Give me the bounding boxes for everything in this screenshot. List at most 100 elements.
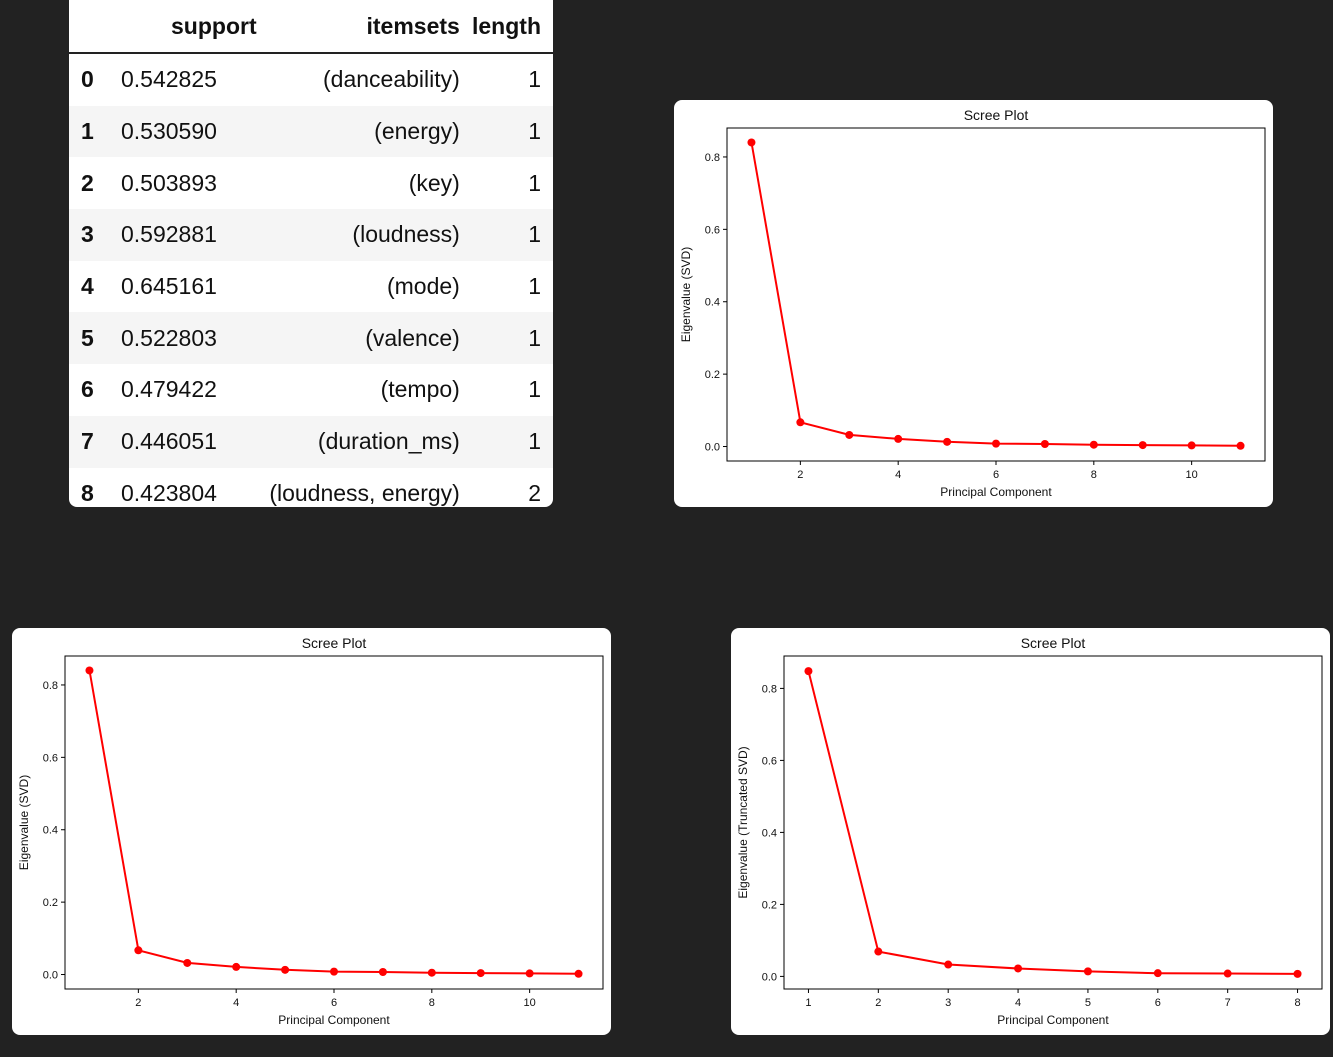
length-cell: 1 (528, 118, 541, 145)
x-axis-label: Principal Component (940, 485, 1052, 499)
y-tick-label: 0.8 (705, 152, 720, 164)
data-point (1138, 441, 1147, 450)
y-tick-label: 0.2 (762, 899, 777, 911)
plot-frame (783, 655, 1323, 990)
y-tick-label: 0.0 (762, 971, 777, 983)
y-tick-label: 0.8 (43, 680, 58, 692)
row-index: 3 (81, 221, 94, 248)
series-line (807, 670, 1298, 975)
length-cell: 1 (528, 376, 541, 403)
length-cell: 1 (528, 169, 541, 196)
x-axis-label: Principal Component (997, 1013, 1109, 1027)
data-point (525, 969, 534, 978)
support-cell: 0.530590 (121, 118, 217, 145)
table-row: 1 0.530590 (energy) 1 (69, 105, 553, 158)
support-cell: 0.503893 (121, 169, 217, 196)
index-header (69, 0, 121, 54)
x-tick-label: 4 (895, 469, 901, 481)
data-point (943, 437, 952, 446)
table-row: 0 0.542825 (danceability) 1 (69, 53, 553, 106)
y-tick-label: 0.6 (705, 224, 720, 236)
x-axis-label: Principal Component (278, 1013, 390, 1027)
length-header: length (471, 0, 553, 54)
series-line (750, 142, 1241, 447)
y-tick-label: 0.0 (43, 970, 58, 982)
table-row: 5 0.522803 (valence) 1 (69, 312, 553, 365)
support-cell: 0.446051 (121, 428, 217, 455)
x-tick-label: 5 (1085, 997, 1091, 1009)
series-line (88, 670, 579, 975)
x-tick-label: 1 (805, 997, 811, 1009)
x-tick-label: 2 (797, 469, 803, 481)
itemsets-cell: (valence) (365, 324, 460, 351)
data-point (1014, 964, 1023, 973)
data-point (427, 968, 436, 977)
data-point (134, 946, 143, 955)
itemsets-cell: (loudness, energy) (269, 479, 460, 506)
data-point (944, 960, 953, 969)
x-tick-label: 6 (993, 469, 999, 481)
data-point (281, 965, 290, 974)
itemsets-table-card: support itemsets length 0 0.542825 (dancea… (69, 0, 553, 507)
data-point (183, 958, 192, 967)
table-header-row: support itemsets length (69, 0, 553, 54)
plot-frame (726, 127, 1266, 462)
support-cell: 0.479422 (121, 376, 217, 403)
data-point (874, 947, 883, 956)
y-tick-label: 0.4 (762, 827, 777, 839)
data-point (1089, 440, 1098, 449)
itemsets-header: itemsets (268, 0, 472, 54)
table-row: 6 0.479422 (tempo) 1 (69, 364, 553, 416)
y-axis-label: Eigenvalue (SVD) (679, 247, 693, 342)
y-tick-label: 0.4 (43, 825, 58, 837)
support-cell: 0.423804 (121, 479, 217, 506)
data-point (1223, 969, 1232, 978)
y-axis-label: Eigenvalue (SVD) (17, 775, 31, 870)
data-point (1083, 967, 1092, 976)
scree-plot-card-1: Scree Plot 2 4 6 8 10 0.0 0.2 0.4 0.6 0.8 Principal… (674, 100, 1273, 507)
y-tick-label: 0.8 (762, 683, 777, 695)
x-tick-label: 8 (429, 997, 435, 1009)
x-tick-label: 6 (331, 997, 337, 1009)
table-row: 3 0.592881 (loudness) 1 (69, 209, 553, 261)
data-point (804, 667, 813, 676)
data-point (232, 962, 241, 971)
x-tick-label: 2 (135, 997, 141, 1009)
length-cell: 1 (528, 428, 541, 455)
chart-title: Scree Plot (302, 635, 367, 651)
length-cell: 1 (528, 324, 541, 351)
data-point (747, 138, 756, 147)
x-tick-label: 10 (524, 997, 536, 1009)
itemsets-cell: (loudness) (352, 221, 460, 248)
table-row: 7 0.446051 (duration_ms) 1 (69, 415, 553, 468)
x-tick-label: 8 (1091, 469, 1097, 481)
chart-title: Scree Plot (964, 107, 1029, 123)
itemsets-cell: (duration_ms) (317, 428, 460, 455)
data-point (992, 439, 1000, 448)
x-tick-label: 6 (1155, 997, 1161, 1009)
data-point (574, 969, 583, 978)
y-tick-label: 0.6 (43, 752, 58, 764)
itemsets-cell: (danceability) (323, 66, 460, 93)
data-point (378, 967, 387, 976)
scree-plot-card-3: Scree Plot 1 2 3 4 5 6 7 8 0.0 0.2 0.4 0.6 0.8 Princip… (731, 628, 1330, 1035)
y-axis-label: Eigenvalue (Truncated SVD) (736, 746, 750, 898)
y-tick-label: 0.4 (705, 297, 720, 309)
itemsets-cell: (tempo) (380, 376, 460, 403)
scree-plot-card-2: Scree Plot 2 4 6 8 10 0.0 0.2 0.4 0.6 0.8 Principal… (12, 628, 611, 1035)
itemsets-table: support itemsets length 0 0.542825 (dancea… (69, 0, 553, 507)
itemsets-cell: (energy) (374, 118, 460, 145)
length-cell: 1 (528, 66, 541, 93)
support-header: support (121, 0, 269, 54)
data-point (1236, 441, 1245, 450)
support-cell: 0.645161 (121, 273, 217, 300)
x-tick-label: 2 (875, 997, 881, 1009)
row-index: 5 (81, 324, 94, 351)
x-tick-label: 7 (1225, 997, 1231, 1009)
length-cell: 2 (528, 479, 541, 506)
row-index: 1 (81, 118, 94, 145)
row-index: 7 (81, 428, 94, 455)
data-point (85, 666, 94, 675)
data-point (330, 967, 338, 976)
row-index: 8 (81, 479, 94, 506)
